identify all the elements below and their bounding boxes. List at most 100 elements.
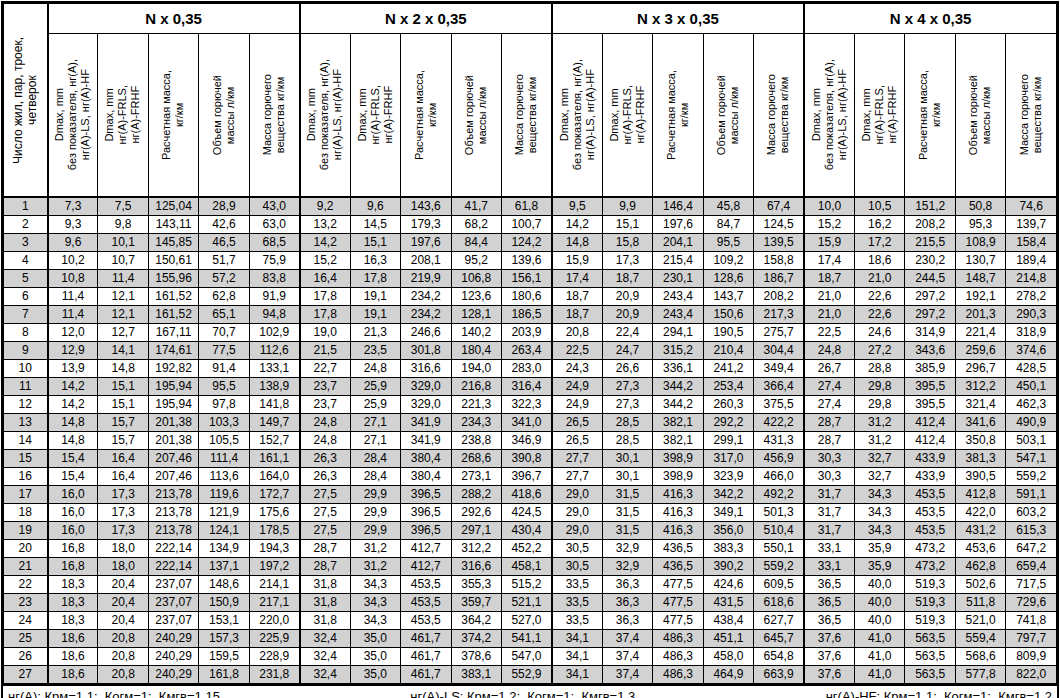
row-number-cell: 11: [4, 378, 48, 396]
data-cell: 424,6: [703, 576, 753, 594]
data-cell: 396,7: [501, 468, 551, 486]
data-cell: 15,9: [804, 234, 854, 252]
data-cell: 10,1: [98, 234, 148, 252]
data-cell: 316,6: [451, 558, 501, 576]
data-cell: 519,3: [905, 576, 955, 594]
data-cell: 139,7: [1006, 216, 1057, 234]
data-cell: 396,5: [401, 504, 451, 522]
data-cell: 797,7: [1006, 630, 1057, 648]
row-number-cell: 17: [4, 486, 48, 504]
data-cell: 91,9: [249, 288, 299, 306]
data-cell: 15,9: [552, 252, 602, 270]
data-cell: 175,6: [249, 504, 299, 522]
data-cell: 412,4: [905, 432, 955, 450]
data-cell: 41,0: [855, 630, 905, 648]
data-cell: 822,0: [1006, 666, 1057, 684]
data-cell: 140,2: [451, 324, 501, 342]
data-cell: 12,0: [48, 324, 98, 342]
data-cell: 143,6: [401, 197, 451, 216]
data-cell: 197,6: [653, 216, 703, 234]
data-cell: 18,6: [855, 252, 905, 270]
data-cell: 11,4: [48, 288, 98, 306]
data-cell: 341,0: [501, 414, 551, 432]
data-cell: 17,3: [98, 486, 148, 504]
row-number-cell: 7: [4, 306, 48, 324]
data-cell: 29,8: [855, 378, 905, 396]
data-cell: 124,2: [501, 234, 551, 252]
group-header: N x 4 x 0,35: [804, 4, 1056, 34]
data-cell: 458,0: [703, 648, 753, 666]
data-cell: 645,7: [754, 630, 804, 648]
data-cell: 627,7: [754, 612, 804, 630]
data-cell: 45,8: [703, 197, 753, 216]
data-cell: 14,8: [48, 432, 98, 450]
data-cell: 230,2: [905, 252, 955, 270]
data-cell: 15,4: [48, 468, 98, 486]
data-cell: 237,07: [148, 612, 198, 630]
data-cell: 329,0: [401, 396, 451, 414]
row-number-cell: 8: [4, 324, 48, 342]
row-number-cell: 23: [4, 594, 48, 612]
data-cell: 418,6: [501, 486, 551, 504]
data-cell: 19,0: [300, 324, 350, 342]
data-cell: 146,4: [653, 197, 703, 216]
data-cell: 18,7: [552, 306, 602, 324]
data-cell: 9,2: [300, 197, 350, 216]
data-cell: 28,7: [300, 540, 350, 558]
data-cell: 16,4: [98, 468, 148, 486]
data-cell: 550,1: [754, 540, 804, 558]
data-cell: 15,7: [98, 414, 148, 432]
row-number-cell: 22: [4, 576, 48, 594]
data-cell: 27,1: [350, 432, 400, 450]
table-row: 1615,416,4207,46113,6164,026,328,4380,42…: [4, 468, 1057, 486]
row-count-column-header: Число жил, пар, троек, четверок: [4, 4, 48, 198]
data-cell: 161,52: [148, 306, 198, 324]
data-cell: 717,5: [1006, 576, 1057, 594]
row-number-cell: 1: [4, 197, 48, 216]
data-cell: 139,5: [754, 234, 804, 252]
data-cell: 515,2: [501, 576, 551, 594]
data-cell: 13,9: [48, 360, 98, 378]
data-cell: 433,9: [905, 468, 955, 486]
data-cell: 18,3: [48, 594, 98, 612]
data-cell: 32,7: [855, 468, 905, 486]
data-cell: 20,4: [98, 612, 148, 630]
data-cell: 15,1: [98, 396, 148, 414]
data-cell: 341,6: [955, 414, 1005, 432]
data-cell: 28,7: [300, 558, 350, 576]
table-row: 1314,815,7201,38103,3149,724,827,1341,92…: [4, 414, 1057, 432]
data-cell: 208,1: [401, 252, 451, 270]
coef-ng-a-hf: нг(А)-HF: Крм=1,1; Когм=1; Кмгв=1,2: [826, 689, 1052, 698]
data-cell: 316,4: [501, 378, 551, 396]
data-cell: 27,4: [804, 396, 854, 414]
row-number-cell: 4: [4, 252, 48, 270]
row-number-cell: 13: [4, 414, 48, 432]
row-number-cell: 24: [4, 612, 48, 630]
data-cell: 568,6: [955, 648, 1005, 666]
data-cell: 46,5: [199, 234, 249, 252]
data-cell: 618,6: [754, 594, 804, 612]
data-cell: 510,4: [754, 522, 804, 540]
data-cell: 178,5: [249, 522, 299, 540]
data-cell: 349,4: [754, 360, 804, 378]
data-cell: 244,5: [905, 270, 955, 288]
data-cell: 519,3: [905, 594, 955, 612]
data-cell: 119,6: [199, 486, 249, 504]
data-cell: 32,4: [300, 666, 350, 684]
data-cell: 75,9: [249, 252, 299, 270]
data-cell: 462,8: [955, 558, 1005, 576]
data-cell: 16,0: [48, 522, 98, 540]
data-cell: 15,1: [98, 378, 148, 396]
data-cell: 559,2: [1006, 468, 1057, 486]
table-row: 1716,017,3213,78119,6172,727,529,9396,52…: [4, 486, 1057, 504]
data-cell: 473,2: [905, 540, 955, 558]
data-cell: 14,1: [98, 342, 148, 360]
data-cell: 292,6: [451, 504, 501, 522]
column-header: Масса горючего вещества кг/км: [1006, 34, 1057, 198]
data-cell: 24,8: [300, 432, 350, 450]
data-cell: 322,3: [501, 396, 551, 414]
data-cell: 34,3: [855, 504, 905, 522]
data-cell: 398,9: [653, 450, 703, 468]
data-cell: 22,5: [552, 342, 602, 360]
cable-mass-table-page: Число жил, пар, троек, четверокN x 0,35N…: [1, 1, 1059, 698]
